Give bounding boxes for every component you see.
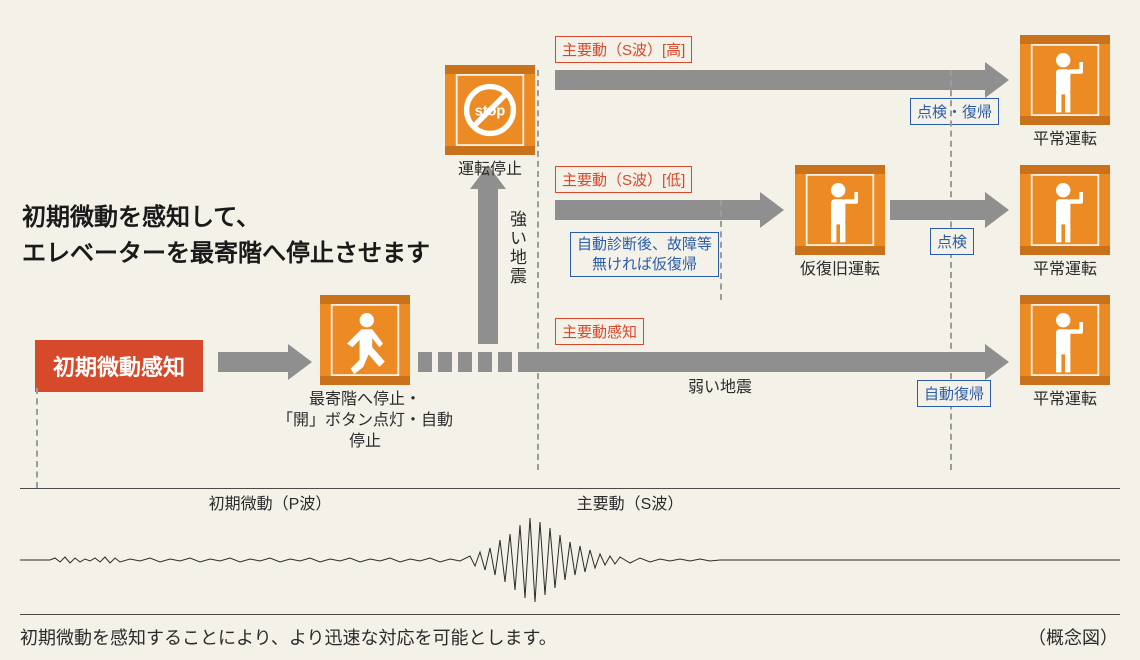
label-swave-high: 主要動（S波）[高] — [555, 36, 692, 63]
dash-branch — [418, 352, 512, 372]
divider-top — [20, 488, 1120, 489]
caption-normal-2: 平常運転 — [1020, 260, 1110, 281]
elevator-stop-icon: stop — [445, 65, 535, 155]
node-nearest-floor — [320, 295, 410, 385]
elevator-running-icon — [320, 295, 410, 385]
elevator-person-icon-4 — [1020, 295, 1110, 385]
arrow-up-shaft — [478, 189, 498, 344]
arrow-low1-shaft — [555, 200, 760, 220]
arrow-start-nearest-shaft — [218, 352, 288, 372]
node-provisional — [795, 165, 885, 255]
arrow-high-head — [985, 62, 1009, 98]
arrow-low2-head — [985, 192, 1009, 228]
arrow-low2-shaft — [890, 200, 985, 220]
dash-inspect — [950, 70, 952, 470]
arrow-weak-shaft — [518, 352, 985, 372]
label-autodiag: 自動診断後、故障等 無ければ仮復帰 — [570, 232, 719, 277]
headline-line1: 初期微動を感知して、 — [22, 204, 260, 231]
node-normal-3 — [1020, 295, 1110, 385]
elevator-person-icon-1 — [795, 165, 885, 255]
label-auto-return: 自動復帰 — [917, 380, 991, 407]
svg-text:stop: stop — [475, 103, 506, 119]
dash-stop — [537, 70, 539, 470]
node-normal-1 — [1020, 35, 1110, 125]
caption-normal-3: 平常運転 — [1020, 390, 1110, 411]
caption-nearest: 最寄階へ停止・ 「開」ボタン点灯・自動停止 — [275, 390, 455, 452]
node-normal-2 — [1020, 165, 1110, 255]
caption-provisional: 仮復旧運転 — [795, 260, 885, 281]
label-inspect-return: 点検・復帰 — [910, 98, 999, 125]
dash-start — [36, 388, 38, 488]
headline: 初期微動を感知して、 エレベーターを最寄階へ停止させます — [22, 200, 430, 272]
label-swave-low: 主要動（S波）[低] — [555, 166, 692, 193]
label-swave-sense: 主要動感知 — [555, 318, 644, 345]
label-weak-quake: 弱い地震 — [660, 378, 780, 399]
arrow-weak-head — [985, 344, 1009, 380]
node-stop: stop — [445, 65, 535, 155]
headline-line2: エレベーターを最寄階へ停止させます — [22, 240, 430, 267]
caption-normal-1: 平常運転 — [1020, 130, 1110, 151]
arrow-low1-head — [760, 192, 784, 228]
footer-text: 初期微動を感知することにより、より迅速な対応を可能とします。 — [20, 624, 557, 650]
caption-stop: 運転停止 — [445, 160, 535, 181]
footer-right: （概念図） — [1028, 624, 1118, 650]
divider-bottom — [20, 614, 1120, 615]
label-inspect: 点検 — [930, 228, 974, 255]
elevator-person-icon-3 — [1020, 165, 1110, 255]
label-strong-quake: 強い地震 — [504, 210, 529, 286]
seismogram — [20, 510, 1120, 610]
dash-autodiag — [720, 200, 722, 300]
arrow-high-shaft — [555, 70, 985, 90]
arrow-start-nearest-head — [288, 344, 312, 380]
start-badge: 初期微動感知 — [35, 340, 203, 392]
elevator-person-icon-2 — [1020, 35, 1110, 125]
